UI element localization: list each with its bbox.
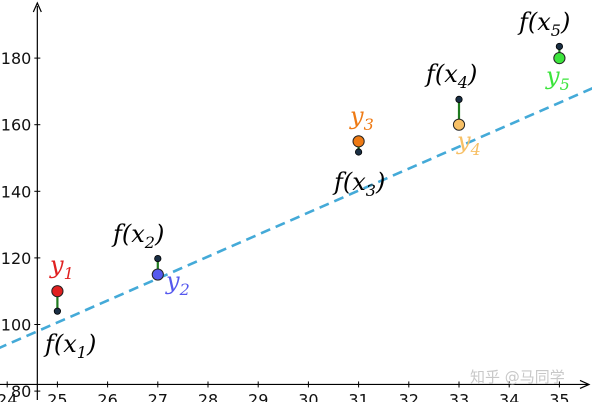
predicted-label: f(x5) bbox=[517, 8, 570, 40]
predicted-label-part: f(x bbox=[517, 8, 551, 36]
x-tick-label: 24 bbox=[0, 390, 17, 402]
predicted-label-part: 2 bbox=[144, 233, 155, 252]
residual-segments bbox=[56, 46, 561, 312]
predicted-point bbox=[555, 42, 564, 51]
predicted-point bbox=[354, 148, 363, 156]
y-tick-label: 100 bbox=[1, 316, 32, 335]
y-tick-label: 80 bbox=[11, 382, 31, 401]
predicted-label-part: 3 bbox=[366, 181, 376, 200]
x-tick-label: 30 bbox=[298, 390, 318, 402]
observed-label-part: y bbox=[49, 251, 64, 279]
predicted-label-part: ) bbox=[560, 8, 570, 36]
observed-point bbox=[352, 135, 365, 148]
regression-line bbox=[0, 87, 592, 350]
y-tick-label: 160 bbox=[1, 116, 32, 135]
y-tick-label: 140 bbox=[1, 182, 32, 201]
x-tick-label: 28 bbox=[198, 390, 218, 402]
predicted-label-part: f(x bbox=[111, 220, 145, 248]
fit-line-group bbox=[0, 87, 592, 350]
predicted-point bbox=[154, 254, 162, 263]
x-tick-label: 29 bbox=[248, 390, 268, 402]
predicted-label-part: 5 bbox=[551, 21, 561, 40]
observed-point bbox=[151, 268, 164, 281]
predicted-label-part: ) bbox=[375, 168, 385, 196]
y-tick-label: 180 bbox=[1, 49, 32, 68]
observed-label-part: y bbox=[456, 127, 471, 155]
predicted-label-part: f(x bbox=[424, 60, 458, 88]
x-tick-label: 34 bbox=[499, 390, 519, 402]
predicted-label-part: 1 bbox=[77, 343, 87, 362]
observed-point bbox=[452, 118, 466, 131]
x-tick-label: 27 bbox=[148, 390, 168, 402]
observed-label-part: 2 bbox=[179, 280, 190, 299]
observed-label: y5 bbox=[545, 62, 570, 94]
observed-label-part: y bbox=[349, 102, 364, 130]
x-tick-label: 31 bbox=[348, 390, 368, 402]
x-tick-label: 35 bbox=[549, 390, 569, 402]
observed-label-part: 3 bbox=[364, 115, 374, 134]
predicted-label-part: ) bbox=[86, 330, 96, 358]
predicted-point bbox=[53, 307, 62, 315]
x-tick-label: 33 bbox=[449, 390, 469, 402]
observed-label-part: 1 bbox=[64, 264, 74, 283]
observed-label-part: y bbox=[165, 267, 180, 295]
predicted-point bbox=[455, 95, 463, 103]
observed-label: y3 bbox=[349, 102, 374, 134]
tick-labels: 24 25 26 27 28 29 30 31 32 33 34 358010012014016018… bbox=[0, 49, 570, 402]
predicted-label: f(x1) bbox=[43, 330, 96, 362]
predicted-label-part: f(x bbox=[43, 330, 77, 358]
observed-point bbox=[553, 52, 566, 65]
predicted-label: f(x3) bbox=[332, 168, 385, 200]
observed-point bbox=[51, 285, 64, 298]
x-tick-label: 25 bbox=[47, 390, 67, 402]
y-axis-arrow bbox=[32, 1, 42, 13]
observed-label-part: 4 bbox=[470, 140, 481, 159]
observed-label: y4 bbox=[456, 127, 481, 159]
observed-label: y1 bbox=[49, 251, 74, 283]
observed-label: y2 bbox=[165, 267, 190, 299]
x-tick-label: 26 bbox=[97, 390, 117, 402]
x-axis-arrow bbox=[579, 379, 591, 389]
observed-label-part: y bbox=[545, 62, 560, 90]
predicted-label: f(x4) bbox=[424, 60, 477, 92]
predicted-label-part: 4 bbox=[457, 73, 468, 92]
x-tick-label: 32 bbox=[399, 390, 419, 402]
data-points bbox=[51, 42, 566, 315]
predicted-label: f(x2) bbox=[111, 220, 164, 252]
watermark: 知乎 @马同学 bbox=[470, 368, 565, 386]
observed-label-part: 5 bbox=[560, 75, 570, 94]
predicted-label-part: f(x bbox=[332, 168, 366, 196]
predicted-label-part: ) bbox=[467, 60, 477, 88]
predicted-label-part: ) bbox=[154, 220, 164, 248]
y-tick-label: 120 bbox=[1, 249, 32, 268]
